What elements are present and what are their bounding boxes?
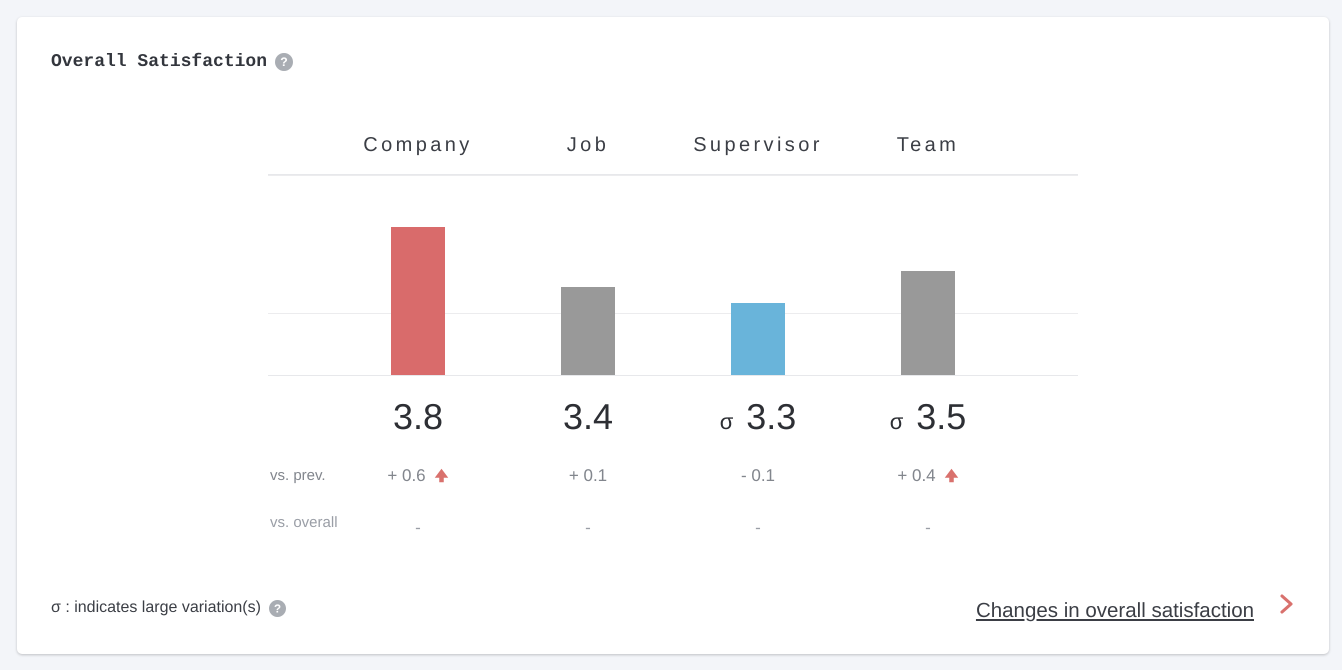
svg-text:?: ? bbox=[280, 55, 287, 69]
svg-text:?: ? bbox=[274, 602, 281, 615]
